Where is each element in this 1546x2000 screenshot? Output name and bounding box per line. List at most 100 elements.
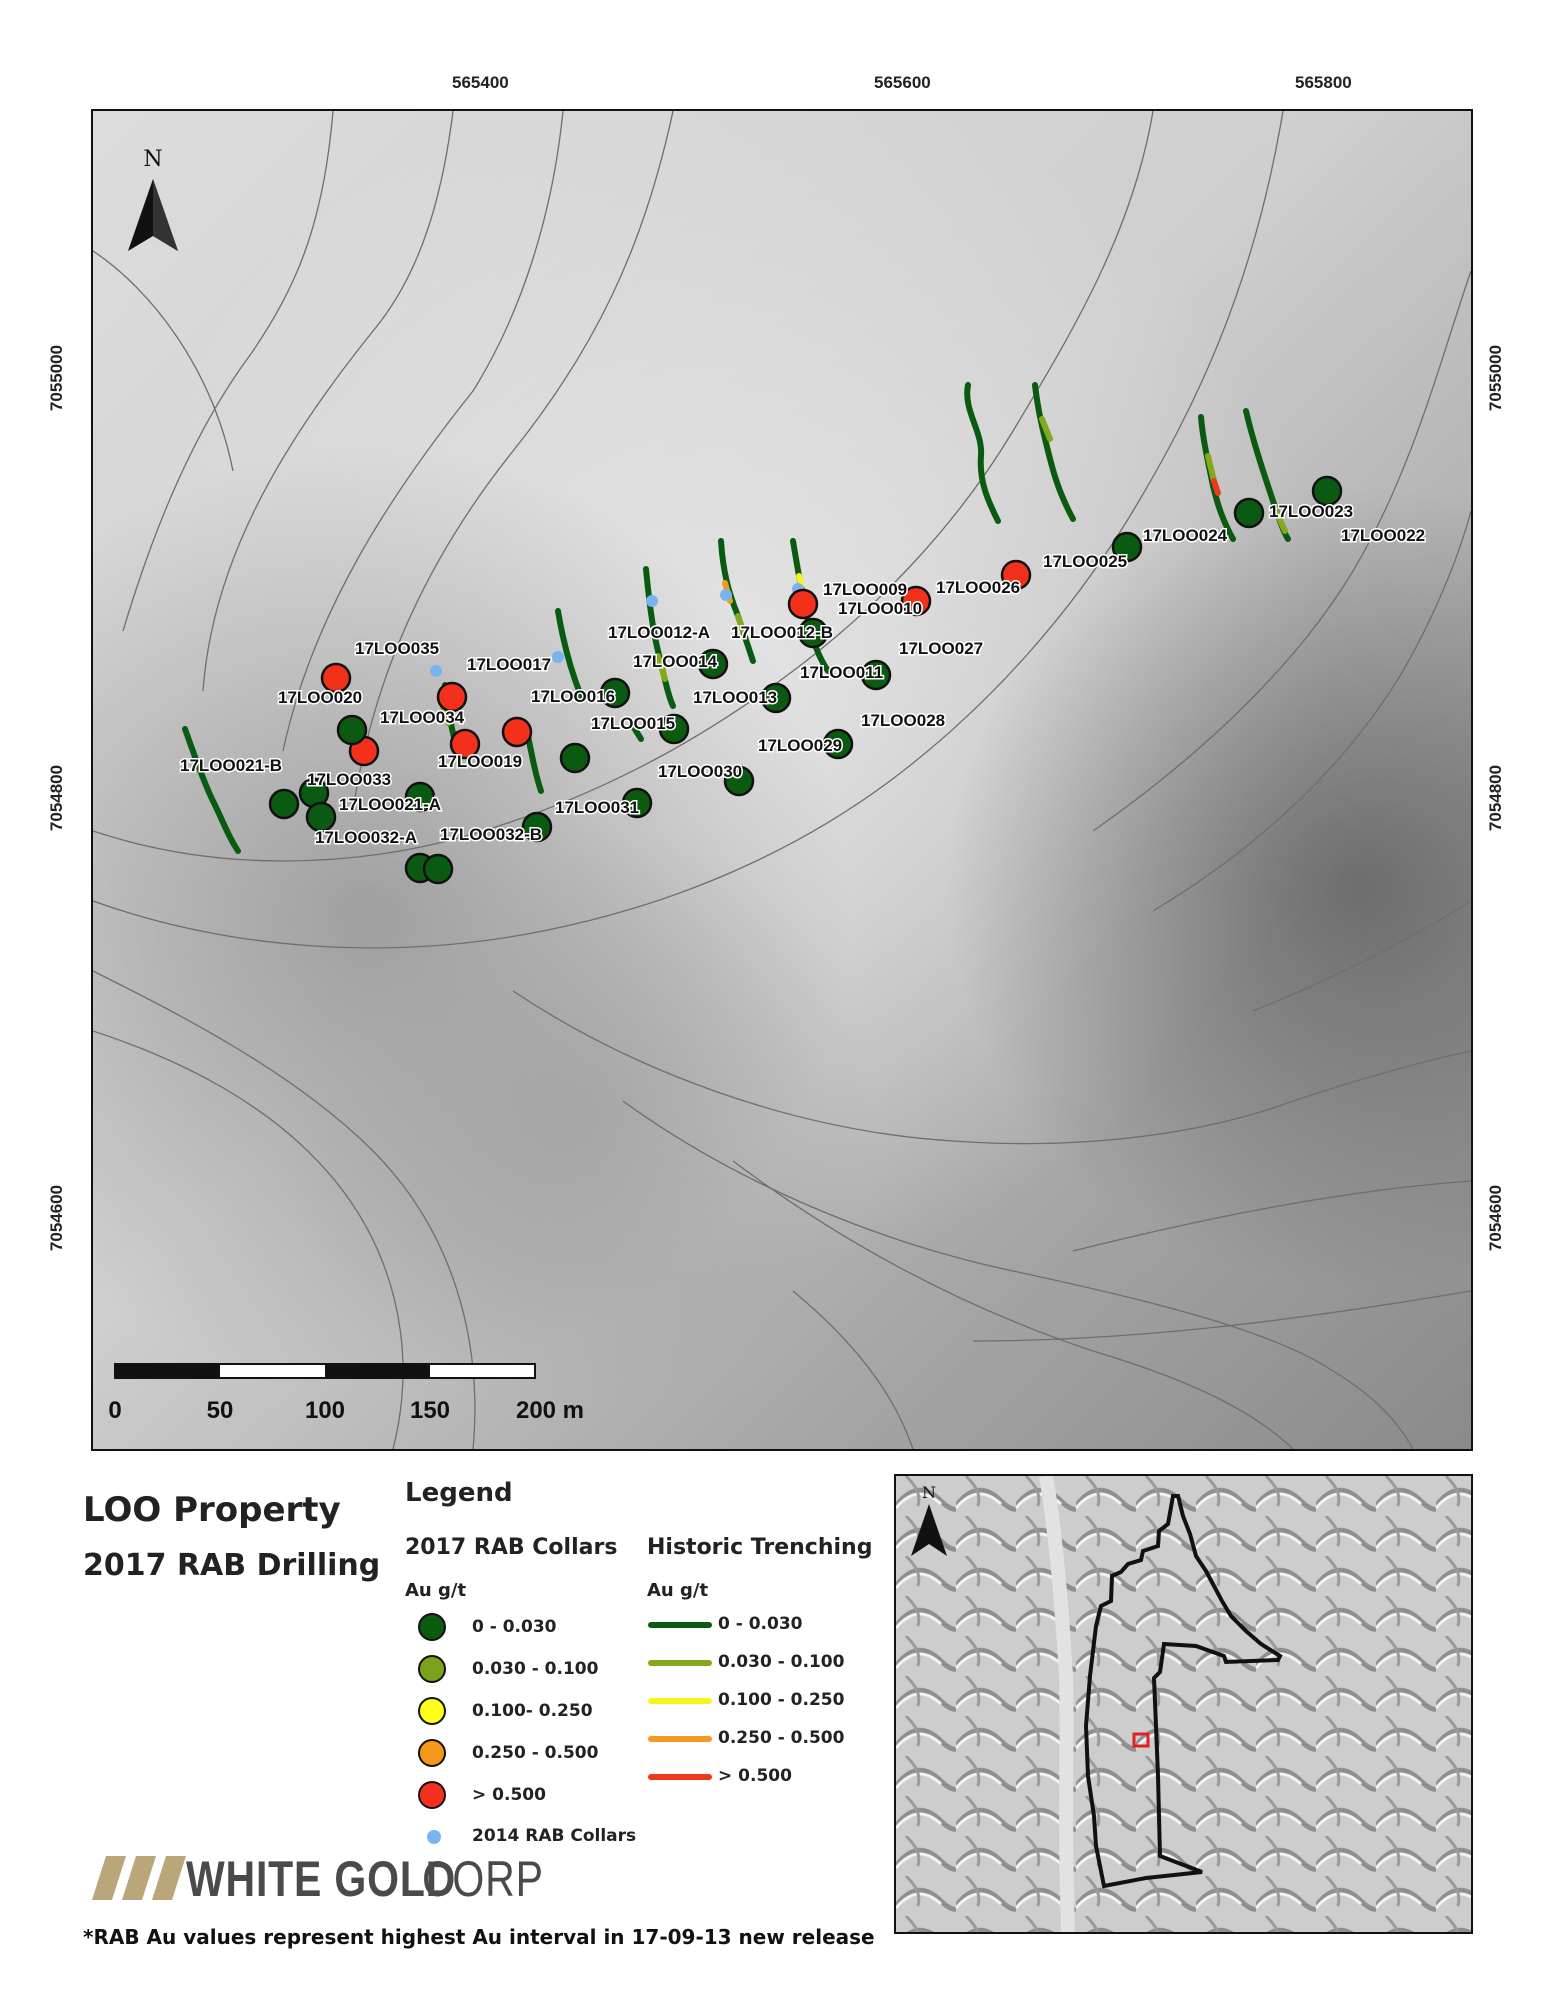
collar-17LOO032-A [305,801,337,833]
legend-rab2014-label: 2014 RAB Collars [472,1826,637,1846]
north-arrow-icon: N [128,147,178,251]
scale-bar: 0 50 100 150 200 m [108,1363,584,1424]
easting-label-2: 565600 [874,73,931,92]
rab-2014-collar [552,651,564,663]
label-17LOO020: 17LOO020 [278,688,362,707]
map-canvas: N [93,111,1471,1449]
terrain-low-bottom [93,111,1471,1449]
label-17LOO012-A: 17LOO012-A [608,623,710,642]
collar-17LOO034 [436,681,468,713]
legend-heading: Legend [405,1478,513,1508]
label-17LOO030: 17LOO030 [658,762,742,781]
collar-17LOO016 [599,677,631,709]
legend-collar-swatch-4 [418,1781,446,1809]
label-17LOO015: 17LOO015 [591,714,675,733]
trench-7-seg [655,653,668,682]
northing-left-3: 7054600 [47,1184,67,1252]
collar-17LOO010 [787,588,819,620]
collar-17LOO011 [860,659,892,691]
label-17LOO021-B: 17LOO021-B [180,756,282,775]
legend-collars-heading: 2017 RAB Collars [405,1535,618,1560]
legend-trench-label-1: 0.030 - 0.100 [718,1652,845,1672]
label-17LOO014: 17LOO014 [633,652,718,671]
inset-relief [896,1476,1471,1932]
historic-trenches [182,382,1291,854]
collar-17LOO015 [658,713,690,745]
collar-17LOO013 [760,682,792,714]
legend-collar-swatch-1 [418,1655,446,1683]
collar-17LOO019a [449,728,481,760]
easting-label-1: 565400 [452,73,509,92]
collar-17LOO021-B [268,788,300,820]
collar-17LOO026 [1000,559,1032,591]
label-17LOO033: 17LOO033 [307,770,391,789]
map-title: LOO Property [83,1490,341,1530]
legend-collars-unit: Au g/t [405,1580,467,1601]
inset-locator-map[interactable]: N [894,1474,1473,1934]
legend-trench-swatch-2 [648,1698,712,1704]
legend-trench-label-4: > 0.500 [718,1766,792,1786]
legend-collar-swatch-2 [418,1697,446,1725]
trench-2 [1032,382,1076,522]
contour-lines [93,111,1471,1449]
footnote: *RAB Au values represent highest Au inte… [83,1925,875,1949]
rab-2014-collar [430,665,442,677]
inset-property-boundary [1083,1494,1283,1889]
rab-2017-collars [268,475,1343,885]
collar-17LOO024 [1233,497,1265,529]
label-17LOO012-B: 17LOO012-B [731,623,833,642]
svg-text:N: N [922,1483,936,1502]
label-17LOO016: 17LOO016 [531,687,615,706]
rab-2014-collar [646,595,658,607]
collar-17LOO026b [900,585,932,617]
label-17LOO010: 17LOO010 [838,599,922,618]
collar-17LOO012-B [797,617,829,649]
scale-label-150: 150 [410,1397,450,1424]
inset-canvas: N [896,1476,1471,1932]
legend-trench-heading: Historic Trenching [647,1535,873,1560]
north-label: N [143,147,162,172]
collar-32A-c [422,853,454,885]
scale-label-50: 50 [207,1397,234,1424]
legend-trench-swatch-1 [648,1660,712,1666]
collar-17LOO021-A [404,781,436,813]
label-17LOO034: 17LOO034 [380,708,465,727]
legend-trench-label-3: 0.250 - 0.500 [718,1728,845,1748]
collar-17LOO023 [1311,475,1343,507]
scale-label-200: 200 m [516,1397,584,1424]
label-17LOO032-B: 17LOO032-B [440,825,542,844]
collar-17LOO020 [320,662,352,694]
trench-1 [964,382,1001,524]
trench-2-seg [1039,416,1053,442]
collar-17LOO020-g [336,714,368,746]
legend-trench-swatch-3 [648,1736,712,1742]
legend-collar-label-2: 0.100- 0.250 [472,1701,593,1721]
collar-17LOO014 [697,648,729,680]
label-17LOO029: 17LOO029 [758,736,842,755]
label-17LOO023: 17LOO023 [1269,502,1353,521]
legend-collar-swatch-0 [418,1613,446,1641]
legend-trench-swatch-4 [648,1774,712,1780]
legend-trench-unit: Au g/t [647,1580,709,1601]
legend-trench-swatch-0 [648,1622,712,1628]
rab-2014-collar [720,589,732,601]
inset-site-marker [1132,1732,1150,1748]
legend-collar-label-0: 0 - 0.030 [472,1617,557,1637]
logo-slashes-icon [92,1856,186,1900]
northing-left-2: 7054800 [47,764,67,832]
label-17LOO032-A: 17LOO032-A [315,828,417,847]
inset-north-arrow-icon: N [911,1483,947,1556]
label-17LOO027: 17LOO027 [899,639,983,658]
main-map[interactable]: N [91,109,1473,1451]
label-17LOO025: 17LOO025 [1043,552,1127,571]
label-17LOO019: 17LOO019 [438,752,522,771]
collar-17LOO030 [723,765,755,797]
label-17LOO026: 17LOO026 [936,578,1020,597]
inset-valley [1039,1476,1075,1932]
logo-text-main: WHITE GOLD [186,1851,457,1907]
northing-left-1: 7055000 [47,344,67,412]
legend-rab2014-swatch [427,1830,441,1844]
label-17LOO031: 17LOO031 [555,798,639,817]
trench-6-seg2 [735,613,746,634]
legend-collar-swatch-3 [418,1739,446,1767]
